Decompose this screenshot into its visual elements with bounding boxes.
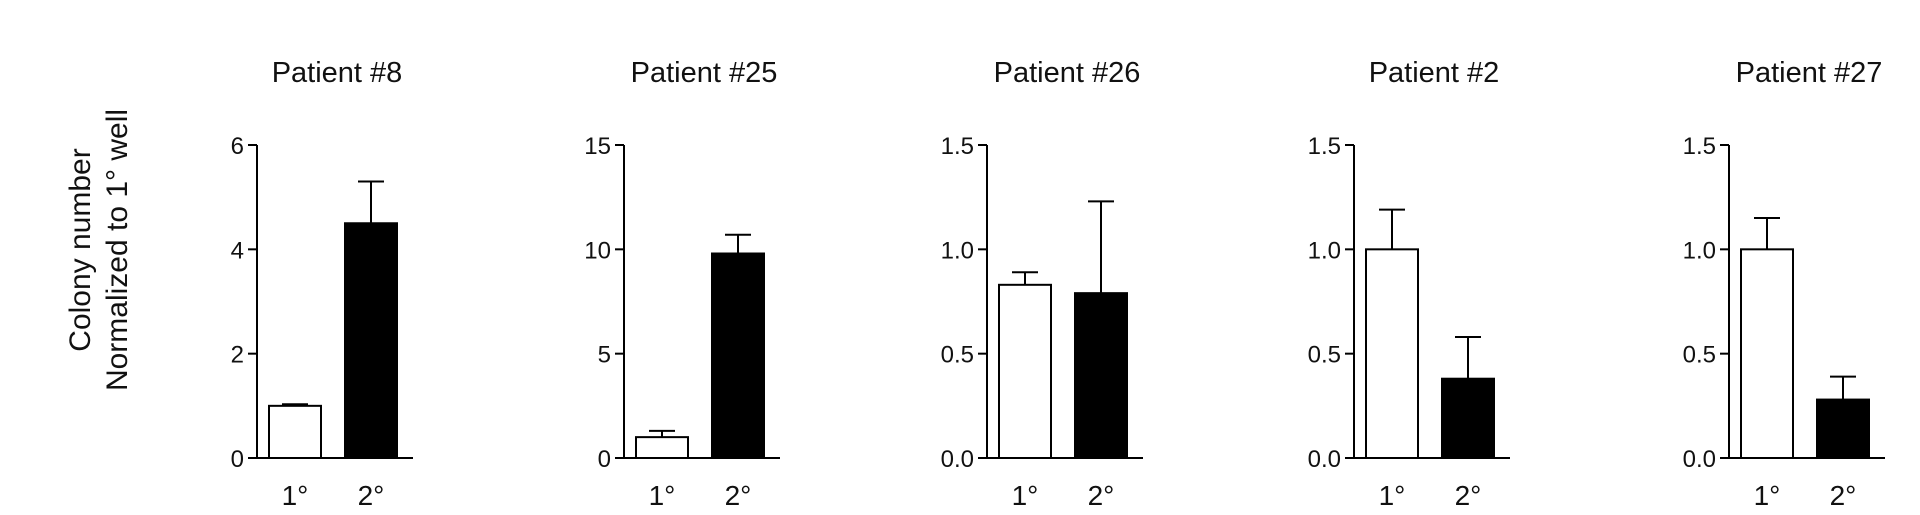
bar-1 bbox=[635, 436, 689, 459]
panel-1: Patient #8 0 2 4 6 1° 2° bbox=[231, 57, 413, 511]
shared-y-axis-label: Colony number Normalized to 1° well bbox=[64, 109, 134, 391]
y-tick-label: 1.0 bbox=[1308, 237, 1341, 264]
y-tick-label: 0 bbox=[231, 446, 244, 473]
y-tick-label: 1.5 bbox=[1308, 133, 1341, 160]
y-tick-label: 0.5 bbox=[1683, 342, 1716, 369]
category-label-2: 2° bbox=[358, 480, 385, 511]
panel-title: Patient #8 bbox=[272, 57, 403, 89]
category-label-2: 2° bbox=[1830, 480, 1857, 511]
category-label-2: 2° bbox=[725, 480, 752, 511]
y-tick-label: 0.5 bbox=[941, 342, 974, 369]
bar-1 bbox=[998, 283, 1052, 459]
y-axis-label-line1: Colony number bbox=[64, 148, 97, 351]
panel-3: Patient #26 0.0 0.5 1.0 1.5 1° 2° bbox=[941, 57, 1143, 511]
category-label-2: 2° bbox=[1455, 480, 1482, 511]
category-label-1: 1° bbox=[1379, 480, 1406, 511]
bar-2 bbox=[1816, 398, 1870, 459]
bar-2 bbox=[344, 222, 398, 459]
y-tick-label: 0.5 bbox=[1308, 342, 1341, 369]
bar-1 bbox=[268, 404, 322, 460]
y-tick-label: 0.0 bbox=[941, 446, 974, 473]
y-tick-label: 0.0 bbox=[1683, 446, 1716, 473]
y-tick-label: 4 bbox=[231, 237, 244, 264]
category-label-2: 2° bbox=[1088, 480, 1115, 511]
y-tick-label: 1.0 bbox=[941, 237, 974, 264]
y-tick-label: 1.5 bbox=[941, 133, 974, 160]
bar-1 bbox=[1365, 248, 1419, 459]
y-tick-label: 1.5 bbox=[1683, 133, 1716, 160]
panel-title: Patient #26 bbox=[994, 57, 1141, 89]
category-label-1: 1° bbox=[1012, 480, 1039, 511]
category-label-1: 1° bbox=[282, 480, 309, 511]
y-tick-label: 5 bbox=[598, 342, 611, 369]
y-tick-label: 0 bbox=[598, 446, 611, 473]
y-tick-label: 15 bbox=[584, 133, 611, 160]
y-tick-label: 0.0 bbox=[1308, 446, 1341, 473]
category-label-1: 1° bbox=[1754, 480, 1781, 511]
bar-2 bbox=[711, 252, 765, 459]
y-tick-label: 2 bbox=[231, 342, 244, 369]
panel-4: Patient #2 0.0 0.5 1.0 1.5 1° 2° bbox=[1308, 57, 1510, 511]
panel-title: Patient #25 bbox=[631, 57, 778, 89]
y-tick-label: 6 bbox=[231, 133, 244, 160]
bar-1 bbox=[1740, 248, 1794, 459]
panel-title: Patient #27 bbox=[1736, 57, 1883, 89]
category-label-1: 1° bbox=[649, 480, 676, 511]
panel-title: Patient #2 bbox=[1369, 57, 1500, 89]
bar-2 bbox=[1441, 377, 1495, 459]
y-tick-label: 1.0 bbox=[1683, 237, 1716, 264]
panel-2: Patient #25 0 5 10 15 1° 2° bbox=[584, 57, 780, 511]
panel-5: Patient #27 0.0 0.5 1.0 1.5 1° 2° bbox=[1683, 57, 1885, 511]
bar-2 bbox=[1074, 292, 1128, 459]
y-axis-label-line2: Normalized to 1° well bbox=[101, 109, 134, 391]
y-tick-label: 10 bbox=[584, 237, 611, 264]
